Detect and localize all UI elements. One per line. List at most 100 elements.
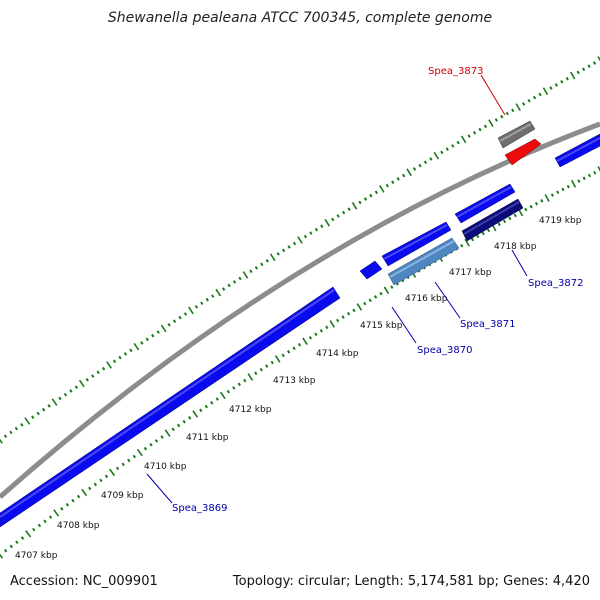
outer-tick: [41, 407, 46, 412]
outer-tick: [542, 87, 549, 96]
outer-tick: [31, 415, 35, 420]
outer-tick: [221, 287, 226, 291]
inner-tick: [346, 311, 351, 316]
outer-tick: [358, 200, 362, 205]
outer-tick: [133, 342, 140, 351]
inner-tick: [88, 486, 92, 491]
outer-tick: [483, 124, 488, 129]
inner-tick: [226, 389, 230, 394]
inner-tick: [60, 507, 64, 511]
outer-tick: [511, 108, 515, 113]
label-spea-3872[interactable]: Spea_3872: [528, 278, 583, 289]
inner-tick: [270, 360, 274, 365]
inner-tick: [99, 478, 103, 483]
outer-tick: [391, 180, 395, 185]
outer-tick: [554, 83, 558, 87]
outer-tick: [249, 269, 253, 274]
inner-tick: [390, 285, 394, 289]
outer-tick: [369, 193, 373, 198]
outer-tick: [269, 253, 276, 262]
inner-tick: [247, 373, 254, 381]
outer-tick: [488, 119, 494, 127]
tick-label: 4710 kbp: [144, 462, 187, 472]
inner-tick: [182, 419, 186, 424]
inner-tick: [9, 544, 13, 549]
inner-tick: [341, 315, 345, 319]
label-spea-3869[interactable]: Spea_3869: [172, 503, 227, 514]
outer-tick: [9, 430, 13, 435]
outer-tick: [78, 379, 85, 388]
outer-tick: [423, 160, 428, 165]
outer-tick: [396, 177, 400, 181]
outer-tick: [406, 168, 412, 177]
inner-tick: [254, 371, 258, 376]
tick-label: 4719 kbp: [539, 216, 582, 226]
leader-spea-3869: [146, 473, 173, 504]
inner-tick: [65, 502, 70, 507]
outer-tick: [576, 70, 580, 75]
outer-tick: [281, 248, 286, 253]
outer-tick: [440, 150, 444, 155]
outer-tick: [265, 259, 269, 263]
inner-tick: [171, 427, 175, 432]
outer-tick: [320, 224, 324, 229]
outer-tick: [451, 144, 455, 148]
inner-tick: [274, 355, 281, 363]
accession-text: Accession: NC_009901: [10, 574, 158, 589]
inner-tick: [550, 193, 555, 197]
gene-upper-block-b-highlight: [456, 186, 512, 218]
outer-tick: [292, 241, 297, 246]
tick-label: 4718 kbp: [494, 242, 537, 252]
inner-tick: [373, 295, 378, 299]
outer-tick: [14, 426, 19, 431]
outer-tick: [211, 294, 215, 298]
outer-tick: [227, 283, 231, 288]
outer-tick: [101, 366, 106, 371]
outer-tick: [363, 197, 368, 201]
inner-tick: [319, 329, 323, 333]
inner-tick: [302, 337, 308, 346]
leader-spea-3872: [511, 249, 528, 277]
outer-tick: [472, 131, 477, 135]
inner-tick: [43, 519, 47, 524]
gene-edge-block-highlight: [556, 137, 600, 162]
inner-tick: [297, 342, 302, 347]
gene-spea-3872-highlight: [463, 201, 520, 235]
inner-tick: [71, 498, 75, 503]
outer-tick: [260, 262, 264, 267]
outer-tick: [58, 396, 62, 401]
outer-tick: [0, 438, 3, 444]
outer-tick: [254, 266, 259, 270]
label-spea-3870[interactable]: Spea_3870: [417, 345, 472, 356]
outer-tick: [336, 214, 340, 218]
inner-tick: [160, 435, 164, 439]
inner-tick: [513, 213, 517, 218]
outer-tick: [379, 185, 385, 193]
label-spea-3873[interactable]: Spea_3873: [428, 66, 483, 77]
label-spea-3871[interactable]: Spea_3871: [460, 319, 515, 330]
outer-tick: [347, 207, 351, 211]
gene-label-leaders: [146, 74, 528, 504]
inner-tick: [93, 482, 98, 487]
gene-spea-3873[interactable]: [504, 138, 542, 166]
outer-tick: [24, 417, 31, 425]
outer-tick: [402, 173, 406, 178]
gene-spea-3869-highlight: [0, 289, 335, 518]
inner-tick: [0, 553, 4, 559]
outer-tick: [232, 280, 237, 284]
inner-tick: [109, 468, 116, 477]
outer-tick: [456, 140, 460, 145]
inner-tick: [81, 488, 88, 497]
outer-tick: [178, 315, 182, 320]
outer-tick: [314, 227, 319, 232]
tick-label: 4716 kbp: [405, 294, 448, 304]
gene-spea-3869[interactable]: [0, 286, 341, 528]
inner-tick: [37, 523, 42, 528]
outer-tick: [324, 218, 331, 227]
gene-spea-3870[interactable]: [359, 260, 383, 280]
outer-tick: [188, 306, 194, 315]
tick-label: 4714 kbp: [316, 349, 359, 359]
outer-tick: [96, 370, 100, 375]
inner-tick: [571, 179, 577, 188]
gene-spea-3871[interactable]: [387, 237, 460, 286]
